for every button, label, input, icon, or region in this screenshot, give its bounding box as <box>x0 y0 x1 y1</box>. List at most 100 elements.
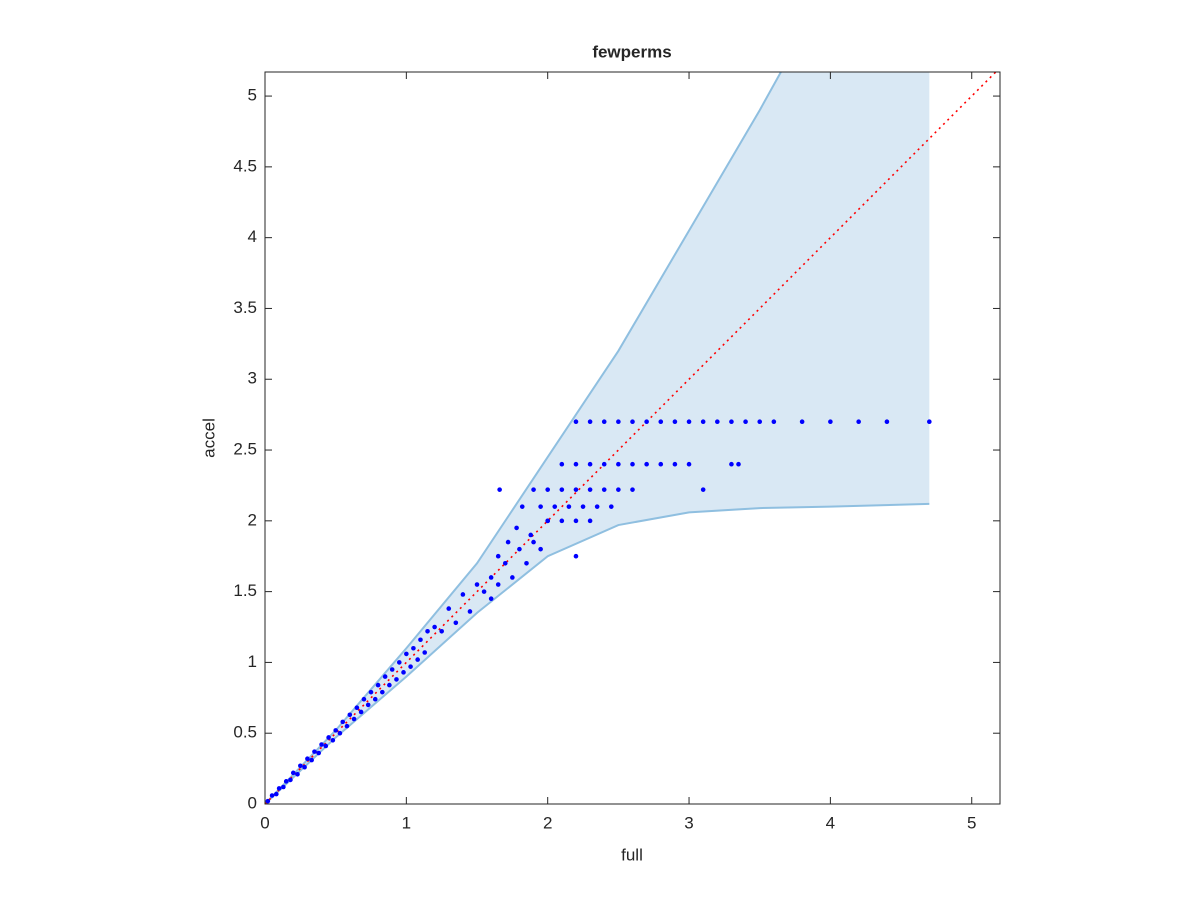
point <box>330 737 336 743</box>
point <box>415 657 420 662</box>
point <box>630 419 635 425</box>
point <box>474 582 480 587</box>
point <box>856 419 861 425</box>
point <box>729 419 734 425</box>
point <box>510 575 515 580</box>
point <box>531 539 536 545</box>
point <box>715 419 720 425</box>
point <box>672 419 678 425</box>
point <box>531 487 536 492</box>
point <box>545 487 550 492</box>
y-tick-label: 4 <box>248 227 257 246</box>
point <box>274 791 279 797</box>
y-tick-label: 2.5 <box>233 440 257 459</box>
point <box>323 743 329 749</box>
point <box>340 719 346 725</box>
point <box>559 487 565 492</box>
point <box>573 419 579 425</box>
point <box>587 419 593 425</box>
point <box>404 651 409 657</box>
axes-box <box>264 71 1001 805</box>
point <box>387 682 392 688</box>
point <box>497 487 502 492</box>
y-axis-label: accel <box>199 418 218 458</box>
point <box>295 771 300 777</box>
point <box>616 419 621 425</box>
point <box>305 756 310 761</box>
point <box>288 777 293 783</box>
point <box>312 749 317 754</box>
point <box>389 667 395 672</box>
point <box>743 419 748 425</box>
point <box>757 419 763 425</box>
chart-title: fewperms <box>592 42 671 61</box>
point <box>552 504 558 509</box>
point <box>700 419 706 425</box>
point <box>290 770 296 776</box>
point <box>269 793 275 798</box>
point <box>283 779 289 784</box>
y-tick-label: 0 <box>248 793 257 812</box>
point <box>608 504 614 509</box>
point <box>587 518 593 524</box>
point <box>505 539 511 545</box>
point <box>302 764 307 770</box>
point <box>566 504 572 509</box>
point <box>418 637 423 643</box>
point <box>616 487 621 492</box>
point <box>446 606 452 611</box>
point <box>326 735 331 740</box>
point <box>453 620 459 626</box>
point <box>644 419 649 425</box>
y-tick-label: 1 <box>248 652 257 671</box>
point <box>524 561 529 566</box>
point <box>594 504 600 509</box>
point <box>672 461 678 467</box>
point <box>538 546 543 552</box>
y-tick-label: 5 <box>248 86 257 105</box>
point <box>658 419 664 425</box>
point <box>587 461 593 467</box>
point <box>488 596 494 602</box>
y-tick-label: 4.5 <box>233 156 257 175</box>
point <box>344 723 350 729</box>
point <box>396 660 402 665</box>
point <box>495 553 501 559</box>
point <box>616 461 621 467</box>
point <box>422 650 428 655</box>
point <box>736 461 741 467</box>
x-tick-label: 3 <box>684 813 693 832</box>
point <box>601 461 607 467</box>
point <box>573 461 579 467</box>
point <box>361 696 367 702</box>
y-tick-label: 0.5 <box>233 723 257 742</box>
point <box>354 705 360 711</box>
band-upper-edge <box>265 72 783 804</box>
y-tick-label: 3 <box>248 369 257 388</box>
plot-area <box>265 72 997 804</box>
point <box>517 546 522 552</box>
point <box>559 461 565 467</box>
point <box>495 582 501 587</box>
point <box>408 664 413 669</box>
x-tick-label: 1 <box>402 813 411 832</box>
point <box>375 682 381 688</box>
point <box>884 419 890 425</box>
point <box>686 419 692 425</box>
x-tick-label: 2 <box>543 813 552 832</box>
point <box>316 750 322 756</box>
point <box>281 784 286 790</box>
point <box>601 487 607 492</box>
point <box>771 419 777 425</box>
x-tick-label: 4 <box>826 813 835 832</box>
point <box>519 504 525 509</box>
point <box>686 461 692 467</box>
point <box>467 609 473 614</box>
point <box>309 757 314 763</box>
point <box>601 419 607 425</box>
x-axis-label: full <box>621 845 643 864</box>
point <box>401 670 406 675</box>
point <box>828 419 833 425</box>
point <box>488 575 494 580</box>
point <box>514 525 519 531</box>
